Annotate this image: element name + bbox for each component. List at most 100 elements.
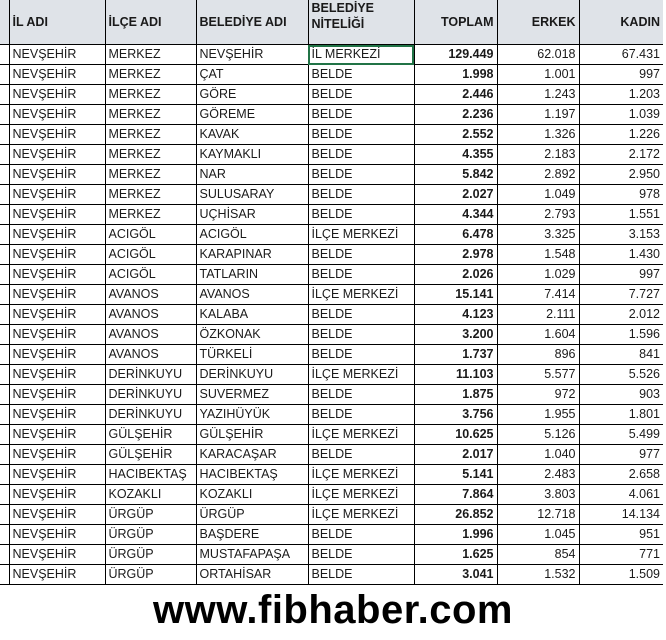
cell-belediye-adi[interactable]: UÇHİSAR [195,204,309,225]
cell-il-adi[interactable]: NEVŞEHİR [8,64,106,85]
cell-toplam[interactable]: 2.027 [413,184,498,205]
cell-erkek[interactable]: 2.183 [496,144,580,165]
cell-belediye-adi[interactable]: GÖREME [195,104,309,125]
cell-erkek[interactable]: 1.029 [496,264,580,285]
row-header[interactable] [0,184,10,205]
row-header[interactable] [0,264,10,285]
cell-il-adi[interactable]: NEVŞEHİR [8,164,106,185]
cell-il-adi[interactable]: NEVŞEHİR [8,104,106,125]
row-header[interactable] [0,44,10,65]
cell-erkek[interactable]: 1.326 [496,124,580,145]
cell-erkek[interactable]: 1.045 [496,524,580,545]
cell-ilce-adi[interactable]: ÜRGÜP [104,524,197,545]
cell-belediye-adi[interactable]: ÇAT [195,64,309,85]
cell-erkek[interactable]: 1.604 [496,324,580,345]
cell-toplam[interactable]: 11.103 [413,364,498,385]
cell-erkek[interactable]: 1.197 [496,104,580,125]
cell-ilce-adi[interactable]: ÜRGÜP [104,544,197,565]
cell-toplam[interactable]: 129.449 [413,44,498,65]
cell-belediye-niteligi[interactable]: BELDE [307,324,415,345]
cell-toplam[interactable]: 3.200 [413,324,498,345]
cell-belediye-niteligi[interactable]: BELDE [307,444,415,465]
cell-kadin[interactable]: 1.551 [578,204,663,225]
cell-il-adi[interactable]: NEVŞEHİR [8,364,106,385]
cell-belediye-niteligi[interactable]: İLÇE MERKEZİ [307,464,415,485]
cell-il-adi[interactable]: NEVŞEHİR [8,484,106,505]
cell-erkek[interactable]: 896 [496,344,580,365]
cell-toplam[interactable]: 2.446 [413,84,498,105]
cell-toplam[interactable]: 6.478 [413,224,498,245]
cell-erkek[interactable]: 2.892 [496,164,580,185]
column-header-erkek[interactable]: ERKEK [496,0,580,45]
cell-erkek[interactable]: 62.018 [496,44,580,65]
cell-belediye-adi[interactable]: NEVŞEHİR [195,44,309,65]
row-header[interactable] [0,84,10,105]
cell-il-adi[interactable]: NEVŞEHİR [8,44,106,65]
cell-il-adi[interactable]: NEVŞEHİR [8,184,106,205]
column-header-kadin[interactable]: KADIN [578,0,663,45]
cell-belediye-niteligi[interactable]: BELDE [307,84,415,105]
cell-kadin[interactable]: 14.134 [578,504,663,525]
cell-kadin[interactable]: 1.226 [578,124,663,145]
cell-belediye-adi[interactable]: ÜRGÜP [195,504,309,525]
row-header[interactable] [0,64,10,85]
row-header[interactable] [0,204,10,225]
cell-belediye-adi[interactable]: ORTAHİSAR [195,564,309,585]
cell-il-adi[interactable]: NEVŞEHİR [8,84,106,105]
cell-belediye-niteligi[interactable]: BELDE [307,264,415,285]
cell-toplam[interactable]: 5.842 [413,164,498,185]
column-header-ilce-adi[interactable]: İLÇE ADI [104,0,197,45]
cell-toplam[interactable]: 15.141 [413,284,498,305]
cell-ilce-adi[interactable]: ACIGÖL [104,244,197,265]
cell-il-adi[interactable]: NEVŞEHİR [8,384,106,405]
cell-il-adi[interactable]: NEVŞEHİR [8,464,106,485]
cell-toplam[interactable]: 1.625 [413,544,498,565]
row-header[interactable] [0,324,10,345]
row-header[interactable] [0,404,10,425]
cell-belediye-adi[interactable]: SUVERMEZ [195,384,309,405]
cell-belediye-niteligi[interactable]: BELDE [307,384,415,405]
row-header[interactable] [0,444,10,465]
cell-kadin[interactable]: 1.430 [578,244,663,265]
cell-erkek[interactable]: 972 [496,384,580,405]
cell-belediye-adi[interactable]: KARAPINAR [195,244,309,265]
cell-belediye-niteligi[interactable]: BELDE [307,524,415,545]
cell-toplam[interactable]: 1.998 [413,64,498,85]
cell-erkek[interactable]: 3.803 [496,484,580,505]
cell-toplam[interactable]: 26.852 [413,504,498,525]
cell-belediye-niteligi[interactable]: BELDE [307,404,415,425]
cell-il-adi[interactable]: NEVŞEHİR [8,284,106,305]
cell-kadin[interactable]: 1.596 [578,324,663,345]
cell-belediye-adi[interactable]: MUSTAFAPAŞA [195,544,309,565]
cell-il-adi[interactable]: NEVŞEHİR [8,404,106,425]
row-header[interactable] [0,344,10,365]
column-header-il-adi[interactable]: İL ADI [8,0,106,45]
cell-il-adi[interactable]: NEVŞEHİR [8,424,106,445]
cell-belediye-adi[interactable]: KARACAŞAR [195,444,309,465]
cell-belediye-niteligi[interactable]: İLÇE MERKEZİ [307,364,415,385]
cell-belediye-niteligi[interactable]: BELDE [307,104,415,125]
row-header[interactable] [0,304,10,325]
cell-ilce-adi[interactable]: MERKEZ [104,84,197,105]
cell-belediye-adi[interactable]: BAŞDERE [195,524,309,545]
cell-toplam[interactable]: 7.864 [413,484,498,505]
cell-ilce-adi[interactable]: MERKEZ [104,44,197,65]
cell-toplam[interactable]: 3.041 [413,564,498,585]
row-header[interactable] [0,364,10,385]
cell-il-adi[interactable]: NEVŞEHİR [8,324,106,345]
column-header-toplam[interactable]: TOPLAM [413,0,498,45]
cell-ilce-adi[interactable]: MERKEZ [104,204,197,225]
cell-kadin[interactable]: 1.509 [578,564,663,585]
cell-kadin[interactable]: 3.153 [578,224,663,245]
row-header[interactable] [0,384,10,405]
cell-ilce-adi[interactable]: AVANOS [104,284,197,305]
cell-ilce-adi[interactable]: MERKEZ [104,124,197,145]
cell-belediye-adi[interactable]: ÖZKONAK [195,324,309,345]
cell-ilce-adi[interactable]: ÜRGÜP [104,504,197,525]
row-header[interactable] [0,424,10,445]
cell-kadin[interactable]: 903 [578,384,663,405]
cell-erkek[interactable]: 5.126 [496,424,580,445]
cell-belediye-niteligi[interactable]: İLÇE MERKEZİ [307,224,415,245]
cell-belediye-adi[interactable]: NAR [195,164,309,185]
cell-ilce-adi[interactable]: DERİNKUYU [104,364,197,385]
